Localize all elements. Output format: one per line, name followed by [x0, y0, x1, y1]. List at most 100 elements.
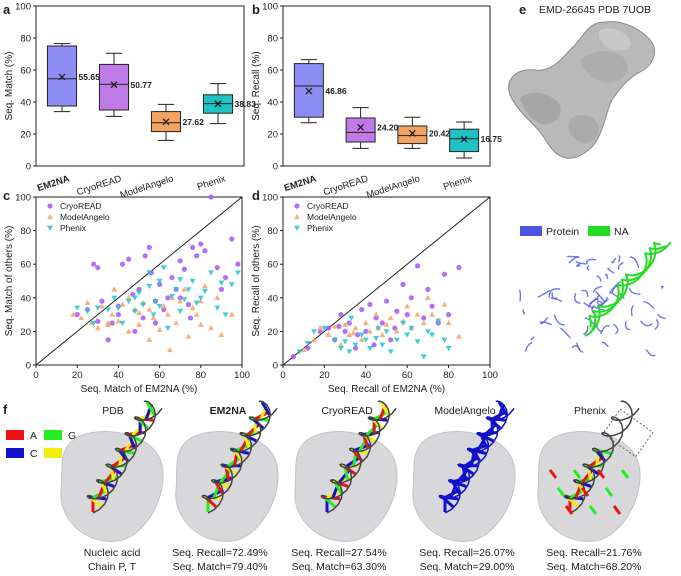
protein-strand [624, 321, 631, 331]
point-modelangelo [115, 318, 122, 324]
point-cryoread [388, 337, 394, 343]
point-cryoread [400, 281, 406, 287]
mean-marker [460, 135, 468, 143]
point-modelangelo [146, 336, 153, 342]
protein-strand [585, 258, 597, 264]
point-phenix [90, 320, 97, 326]
mean-label: 24.20 [377, 122, 399, 132]
mean-label: 38.83 [235, 99, 257, 109]
point-modelangelo [352, 325, 359, 331]
point-phenix [234, 270, 241, 276]
point-cryoread [425, 286, 431, 292]
protein-strand [654, 318, 659, 331]
point-phenix [181, 297, 188, 303]
boxplot-a-y-axis-label: Seq. Match (%) [4, 52, 15, 121]
boxplot-b-ytick-label: 40 [267, 98, 278, 109]
caption-pdb-line2: Chain P, T [88, 561, 137, 573]
na-legend-swatch [588, 226, 610, 236]
scatter-d-ytick-label: 0 [273, 361, 278, 372]
point-cryoread [229, 236, 235, 242]
point-modelangelo [164, 311, 171, 317]
point-phenix [373, 335, 380, 342]
point-phenix [404, 332, 411, 338]
point-phenix [146, 283, 153, 290]
point-modelangelo [94, 325, 101, 331]
point-cryoread [456, 264, 462, 271]
point-modelangelo [387, 314, 394, 321]
point-modelangelo [414, 311, 421, 317]
point-modelangelo [362, 320, 369, 326]
backbone-strand [326, 407, 397, 514]
point-cryoread [165, 295, 171, 301]
scatter-c-xtick-label: 80 [196, 370, 207, 381]
point-modelangelo [197, 321, 204, 327]
point-phenix [152, 298, 159, 305]
point-phenix [208, 270, 215, 276]
base-pair [246, 423, 260, 437]
point-phenix [358, 332, 365, 338]
panel-label-b: b [252, 2, 260, 17]
scatter-c-xtick-label: 60 [154, 370, 165, 381]
mean-marker [214, 100, 222, 108]
legend-label-modelangelo: ModelAngelo [60, 212, 110, 222]
point-modelangelo [125, 294, 132, 300]
protein-legend-swatch [520, 226, 542, 236]
point-phenix [331, 337, 338, 343]
point-cryoread [218, 286, 224, 292]
panel-label-a: a [3, 2, 11, 17]
point-modelangelo [228, 311, 235, 317]
scattered-base [612, 505, 622, 515]
point-phenix [150, 312, 157, 318]
point-phenix [375, 325, 382, 332]
point-cryoread [359, 306, 365, 313]
backbone-strand [563, 400, 634, 500]
backbone-strand [207, 407, 278, 514]
base-pair [483, 423, 497, 437]
point-cryoread [367, 301, 373, 308]
point-cryoread [157, 281, 163, 287]
point-cryoread [342, 328, 348, 334]
mean-label: 20.42 [429, 128, 451, 138]
base-a-label: A [30, 430, 37, 442]
protein-strand [628, 287, 641, 295]
point-phenix [164, 325, 171, 332]
point-phenix [189, 278, 196, 284]
point-modelangelo [346, 331, 353, 337]
category-label-phenix: Phenix [196, 173, 227, 193]
point-phenix [119, 320, 126, 326]
point-cryoread [140, 315, 146, 321]
point-cryoread [383, 298, 390, 304]
caption-pdb-line1: Nucleic acid [84, 547, 141, 559]
protein-strand [560, 327, 571, 339]
point-cryoread [115, 312, 121, 318]
boxplot-a-ytick-label: 40 [20, 98, 31, 109]
point-modelangelo [185, 333, 192, 339]
scattered-base [556, 487, 566, 497]
point-modelangelo [325, 331, 332, 337]
legend-label-cryoread: CryoREAD [60, 201, 102, 211]
point-modelangelo [373, 311, 380, 317]
legend-marker-modelangelo [294, 214, 300, 220]
panel-label-f: f [3, 402, 8, 417]
point-cryoread [392, 325, 398, 331]
cryoem-density-map [508, 21, 655, 159]
model-comparison [60, 400, 654, 542]
point-cryoread [352, 345, 359, 351]
protein-strand [576, 262, 581, 268]
point-cryoread [198, 241, 204, 247]
series-phenix [74, 265, 241, 332]
mean-label: 27.62 [183, 117, 205, 127]
boxplot-b-y-axis-label: Seq. Recall (%) [251, 51, 262, 120]
point-phenix [94, 305, 101, 311]
scatter-d: 0 20 40 60 80 100 Seq. Recall of others (%) 0 20… [251, 193, 498, 396]
point-modelangelo [136, 321, 142, 327]
boxplot-a-ytick-label: 60 [20, 66, 31, 77]
protein-strand [553, 314, 565, 326]
base-g-label: G [68, 430, 76, 442]
point-modelangelo [160, 303, 167, 309]
point-cryoread [421, 315, 427, 321]
box-em2na: 46.86 [293, 59, 347, 124]
scatter-c-xtick-label: 100 [234, 370, 250, 381]
point-modelangelo [181, 286, 188, 292]
